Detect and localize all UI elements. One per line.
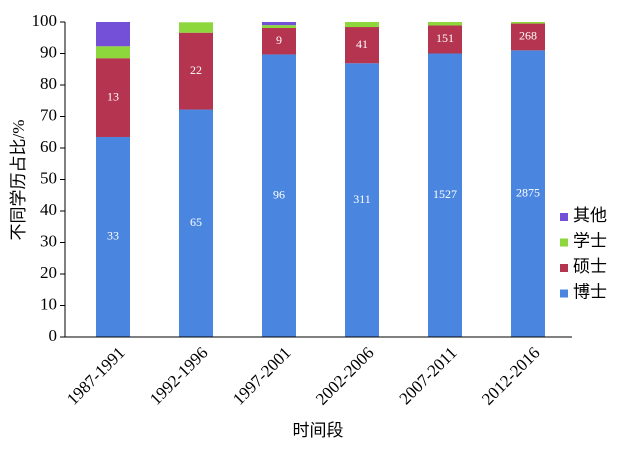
legend-label: 其他	[573, 206, 607, 225]
bar-segment	[96, 46, 130, 59]
bar-segment	[511, 22, 545, 24]
y-axis-title: 不同学历占比/%	[9, 120, 28, 241]
bar-segment	[345, 63, 379, 337]
legend-label: 学士	[573, 231, 607, 250]
count-label: 1527	[433, 187, 457, 201]
legend-label: 硕士	[573, 257, 607, 276]
y-tick-label: 30	[40, 231, 57, 250]
legend-swatch	[560, 213, 568, 221]
y-tick-label: 20	[40, 263, 57, 282]
y-tick-label: 100	[32, 11, 58, 30]
count-label: 9	[276, 33, 282, 47]
bar-segment	[262, 22, 296, 26]
bar-segment	[179, 22, 213, 33]
count-label: 151	[436, 31, 454, 45]
count-label: 41	[356, 37, 368, 51]
legend-swatch	[560, 264, 568, 272]
bar-segment	[511, 50, 545, 337]
legend-swatch	[560, 289, 568, 298]
y-tick-label: 10	[40, 294, 57, 313]
legend-swatch	[560, 238, 568, 247]
bar-segment	[428, 53, 462, 337]
bar-segment	[96, 58, 130, 137]
count-label: 65	[190, 215, 202, 229]
y-tick-label: 90	[40, 42, 57, 61]
bar-segment	[96, 22, 130, 47]
bar-segment	[262, 27, 296, 55]
x-tick-label: 1987-1991	[63, 343, 129, 409]
x-tick-label: 2002-2006	[312, 343, 378, 409]
bar-segment	[428, 25, 462, 54]
bar-segment	[262, 25, 296, 28]
bar-segment	[179, 109, 213, 337]
y-tick-label: 50	[40, 168, 57, 187]
x-tick-label: 1992-1996	[146, 343, 212, 409]
bar-segment	[511, 23, 545, 51]
count-label: 96	[273, 187, 285, 201]
y-tick-label: 80	[40, 74, 57, 93]
bar-segment	[345, 27, 379, 64]
count-label: 2875	[516, 185, 540, 199]
y-tick-label: 60	[40, 137, 57, 156]
y-tick-label: 40	[40, 200, 57, 219]
count-label: 268	[519, 29, 537, 43]
bar-segment	[345, 22, 379, 28]
count-label: 22	[190, 63, 202, 77]
x-tick-label: 2007-2011	[396, 343, 461, 408]
x-tick-label: 2012-2016	[478, 343, 544, 409]
y-tick-label: 70	[40, 105, 57, 124]
y-tick-label: 0	[49, 326, 58, 345]
count-label: 33	[107, 229, 119, 243]
legend-label: 博士	[573, 282, 607, 301]
bar-segment	[96, 136, 130, 337]
bar-segment	[179, 32, 213, 110]
count-label: 13	[107, 89, 119, 103]
x-tick-label: 1997-2001	[229, 343, 295, 409]
bar-segment	[262, 54, 296, 337]
x-axis-title: 时间段	[293, 421, 344, 440]
count-label: 311	[353, 192, 371, 206]
bar-segment	[428, 22, 462, 26]
